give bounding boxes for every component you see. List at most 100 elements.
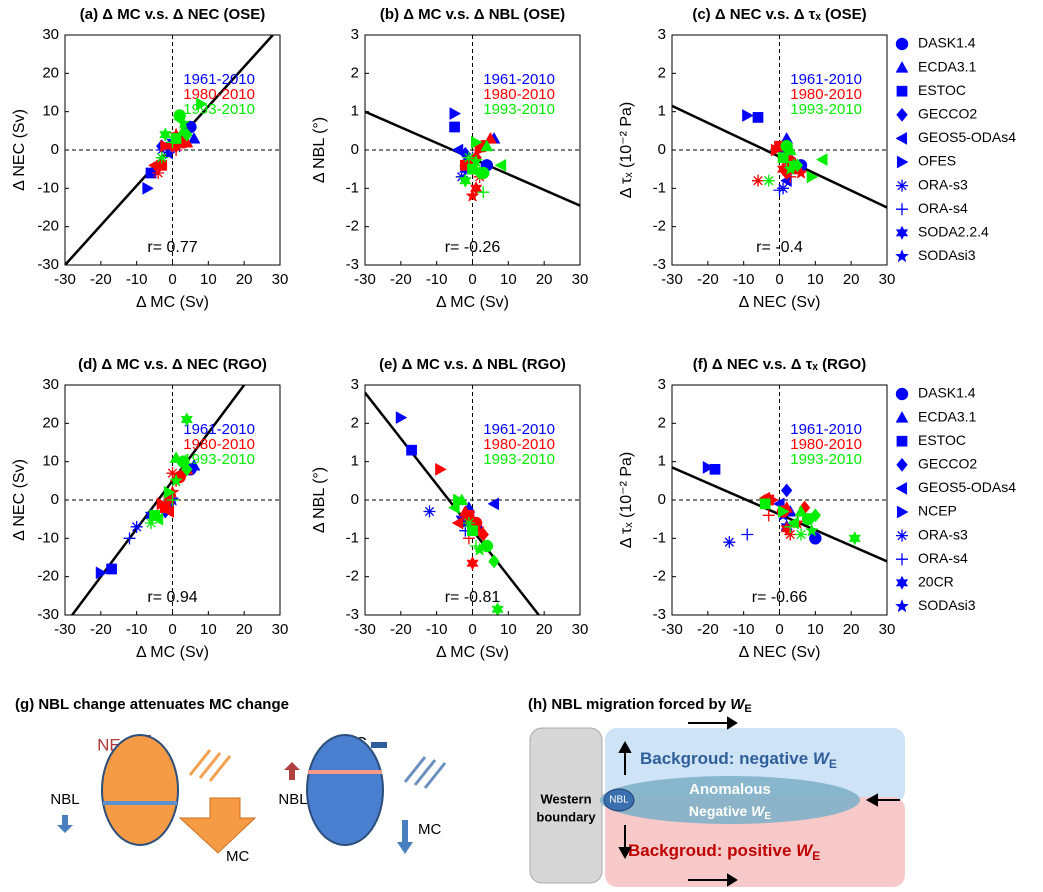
- arrows: [618, 716, 900, 887]
- x-tick-label: 20: [236, 621, 253, 638]
- point: [152, 167, 165, 179]
- point: [123, 532, 136, 545]
- y-tick-label: -3: [346, 606, 359, 623]
- point: [784, 520, 797, 533]
- y-tick-label: 0: [351, 491, 359, 508]
- panel: (b) Δ MC v.s. Δ NBL (OSE)-30 -20 -10 0 10 20 3…: [311, 6, 588, 311]
- x-axis-label: Δ NEC (Sv): [739, 644, 821, 661]
- x-axis-label: Δ MC (Sv): [136, 294, 209, 311]
- annotation: r= -0.4: [756, 239, 803, 256]
- x-tick-label: -10: [126, 621, 148, 638]
- point: [166, 136, 179, 149]
- x-tick-label: 10: [200, 621, 217, 638]
- point: [783, 161, 798, 176]
- diagram-title: (g) NBL change attenuates MC change: [15, 696, 289, 713]
- label: NBL: [278, 791, 307, 808]
- point: [723, 536, 736, 549]
- x-tick-label: 0: [775, 621, 783, 638]
- subscript: E: [744, 703, 751, 715]
- point: [166, 494, 179, 506]
- y-tick-label: -1: [346, 529, 359, 546]
- x-axis-label: Δ MC (Sv): [436, 294, 509, 311]
- x-tick-label: 10: [200, 271, 217, 288]
- point: [395, 411, 408, 425]
- y-tick-label: 0: [658, 141, 666, 158]
- label: MC: [418, 821, 441, 838]
- y-tick-label: 20: [42, 414, 59, 431]
- legend-marker: [895, 411, 909, 423]
- y-tick-label: 1: [351, 103, 359, 120]
- y-tick-label: -2: [346, 568, 359, 585]
- point: [477, 186, 490, 199]
- point: [180, 412, 193, 427]
- series-label: 1980-2010: [483, 436, 555, 453]
- point: [794, 504, 808, 517]
- point: [787, 516, 799, 530]
- point: [474, 143, 487, 157]
- minus-icon: [371, 742, 387, 748]
- point: [156, 497, 169, 511]
- y-tick-label: 3: [658, 26, 666, 43]
- x-tick-label: 20: [236, 271, 253, 288]
- x-tick-label: -30: [661, 621, 683, 638]
- text: Backgroud: positive: [628, 841, 796, 860]
- point: [462, 151, 475, 164]
- legend-label: ORA-s3: [918, 176, 968, 192]
- legend-label: ORA-s4: [918, 550, 968, 566]
- point: [159, 127, 172, 142]
- x-tick-label: 0: [468, 621, 476, 638]
- x-tick-label: 0: [168, 271, 176, 288]
- legend-label: OFES: [918, 153, 956, 169]
- chart-title: (e) Δ MC v.s. Δ NBL (RGO): [379, 356, 566, 373]
- plot-frame: [64, 34, 281, 266]
- diagram-title: (h) NBL migration forced by WE: [528, 696, 752, 715]
- y-tick-label: 0: [51, 491, 59, 508]
- x-axis-label: Δ MC (Sv): [436, 644, 509, 661]
- y-axis-label: Δ τₓ (10⁻² Pa): [618, 102, 635, 199]
- legend-label: ECDA3.1: [918, 58, 977, 74]
- legend-label: ECDA3.1: [918, 408, 977, 424]
- x-tick-label: 10: [807, 621, 824, 638]
- legend-label: ESTOC: [918, 82, 966, 98]
- x-axis-label: Δ MC (Sv): [136, 644, 209, 661]
- point: [462, 517, 475, 529]
- legend-label: ORA-s3: [918, 526, 968, 542]
- y-tick-label: -30: [37, 256, 59, 273]
- y-tick-label: 1: [658, 103, 666, 120]
- annotation: r= -0.66: [752, 589, 808, 606]
- point: [784, 170, 797, 183]
- y-tick-label: 30: [42, 26, 59, 43]
- arrow: [57, 815, 73, 833]
- point: [793, 165, 809, 179]
- point: [741, 528, 754, 541]
- point: [459, 173, 472, 188]
- wind-arrows: [403, 756, 447, 789]
- label: Anomalous: [689, 781, 771, 798]
- nbl-icon: [603, 788, 635, 812]
- legend-marker: [896, 457, 908, 472]
- legend-label: SODAsi3: [918, 597, 976, 613]
- annotation: r= -0.26: [445, 239, 501, 256]
- x-tick-label: -20: [697, 621, 719, 638]
- point: [155, 151, 168, 164]
- legend-marker: [895, 131, 908, 145]
- x-tick-label: 10: [500, 271, 517, 288]
- point: [780, 155, 793, 168]
- legend-label: NCEP: [918, 503, 957, 519]
- y-tick-label: -1: [346, 179, 359, 196]
- chart-title: (d) Δ MC v.s. Δ NEC (RGO): [78, 356, 267, 373]
- y-tick-label: 3: [658, 376, 666, 393]
- point: [473, 524, 486, 537]
- symbol: W: [730, 696, 746, 713]
- point: [494, 158, 507, 172]
- x-tick-label: 10: [500, 621, 517, 638]
- legend-marker: [896, 155, 909, 169]
- series-label: 1961-2010: [483, 71, 555, 88]
- point: [709, 463, 721, 475]
- x-tick-label: -10: [733, 271, 755, 288]
- y-tick-label: -3: [346, 256, 359, 273]
- point: [752, 174, 764, 187]
- point: [166, 467, 179, 480]
- mc-arrow: [178, 797, 257, 854]
